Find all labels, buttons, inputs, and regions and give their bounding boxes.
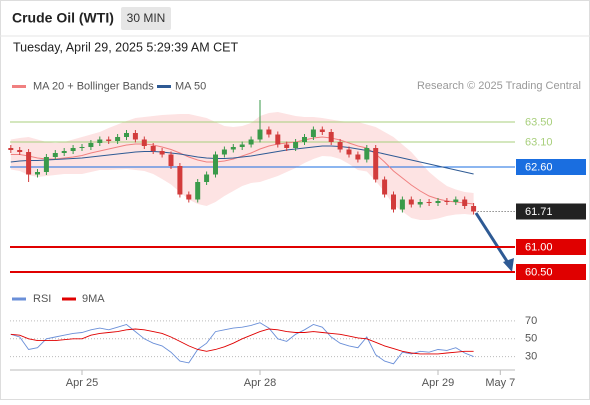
indicator-line bbox=[10, 328, 474, 355]
candle-body bbox=[373, 148, 379, 180]
candle-body bbox=[284, 144, 290, 148]
candle-body bbox=[230, 147, 236, 150]
legend-swatch bbox=[157, 85, 171, 88]
candle-body bbox=[168, 154, 174, 166]
timeframe-pill bbox=[121, 7, 171, 30]
title: Crude Oil (WTI) bbox=[12, 10, 114, 26]
candle-body bbox=[213, 154, 218, 175]
candle-body bbox=[435, 201, 441, 203]
candle-body bbox=[141, 139, 147, 146]
candle-body bbox=[346, 149, 352, 155]
candle-body bbox=[61, 151, 67, 153]
credit: Research © 2025 Trading Central bbox=[417, 80, 581, 92]
candle-body bbox=[471, 206, 477, 212]
candle-body bbox=[462, 199, 468, 206]
candle-body bbox=[319, 129, 325, 132]
candle-body bbox=[8, 148, 14, 150]
candle-body bbox=[328, 132, 334, 142]
level-label: 60.50 bbox=[525, 266, 553, 278]
candle-body bbox=[70, 148, 76, 151]
timeframe: 30 MIN bbox=[127, 11, 166, 25]
candle-body bbox=[35, 172, 40, 175]
candle-body bbox=[399, 199, 405, 210]
candle-body bbox=[221, 149, 227, 155]
candle-body bbox=[79, 147, 85, 148]
candle-body bbox=[106, 139, 112, 141]
candle-body bbox=[195, 182, 201, 200]
candle-body bbox=[204, 174, 210, 182]
candle-body bbox=[417, 202, 423, 205]
x-tick-label: May 7 bbox=[485, 377, 515, 389]
candle-body bbox=[115, 137, 121, 141]
candle-body bbox=[43, 157, 49, 172]
candle-body bbox=[426, 202, 432, 203]
level-label: 61.71 bbox=[525, 206, 553, 218]
candle-body bbox=[302, 137, 307, 142]
legend-swatch bbox=[12, 85, 26, 88]
indicator-line bbox=[10, 322, 474, 365]
level-box bbox=[516, 239, 586, 255]
candle-body bbox=[150, 146, 156, 151]
legend-label: 9MA bbox=[82, 293, 105, 305]
candle-body bbox=[391, 194, 396, 210]
candle-body bbox=[355, 154, 361, 160]
candle-body bbox=[293, 142, 299, 148]
ma-line bbox=[10, 136, 474, 205]
level-label: 63.50 bbox=[525, 116, 553, 128]
legend-label: MA 20 + Bollinger Bands bbox=[33, 80, 154, 92]
candle-body bbox=[408, 199, 414, 205]
candle-body bbox=[257, 129, 263, 140]
legend-label: MA 50 bbox=[175, 80, 206, 92]
level-label: 63.10 bbox=[525, 136, 553, 148]
candle-body bbox=[88, 143, 94, 147]
candle-body bbox=[266, 129, 272, 135]
legend-swatch bbox=[12, 297, 26, 301]
y-tick-label: 30 bbox=[525, 351, 537, 363]
legend-label: RSI bbox=[33, 293, 51, 305]
candle-body bbox=[382, 179, 388, 195]
candle-body bbox=[453, 199, 459, 202]
candle-body bbox=[337, 142, 343, 150]
level-box bbox=[516, 203, 586, 220]
level-box bbox=[516, 159, 586, 175]
x-tick-label: Apr 29 bbox=[422, 377, 454, 389]
x-tick-label: Apr 28 bbox=[244, 377, 276, 389]
candle-body bbox=[310, 129, 316, 137]
forecast-arrowhead bbox=[503, 258, 514, 272]
candle-body bbox=[239, 144, 245, 147]
candle-body bbox=[444, 201, 450, 202]
candle-body bbox=[17, 150, 23, 152]
candle-body bbox=[52, 153, 58, 157]
candle-body bbox=[124, 133, 129, 137]
candle-body bbox=[177, 166, 183, 195]
x-tick-label: Apr 25 bbox=[66, 377, 98, 389]
candle-body bbox=[248, 139, 254, 145]
candle-body bbox=[132, 133, 138, 140]
candle-body bbox=[364, 148, 370, 160]
level-box bbox=[516, 264, 586, 280]
candle-body bbox=[26, 152, 32, 175]
legend-swatch bbox=[62, 297, 76, 301]
ma-line bbox=[10, 145, 474, 175]
candle-body bbox=[186, 194, 192, 200]
level-label: 62.60 bbox=[525, 161, 553, 173]
level-label: 61.00 bbox=[525, 241, 553, 253]
y-tick-label: 70 bbox=[525, 315, 537, 327]
candle-body bbox=[97, 139, 103, 143]
candle-body bbox=[159, 151, 165, 155]
y-tick-label: 50 bbox=[525, 333, 537, 345]
forecast-arrow bbox=[474, 212, 512, 267]
candle-body bbox=[275, 134, 281, 145]
timestamp: Tuesday, April 29, 2025 5:29:39 AM CET bbox=[13, 40, 238, 54]
